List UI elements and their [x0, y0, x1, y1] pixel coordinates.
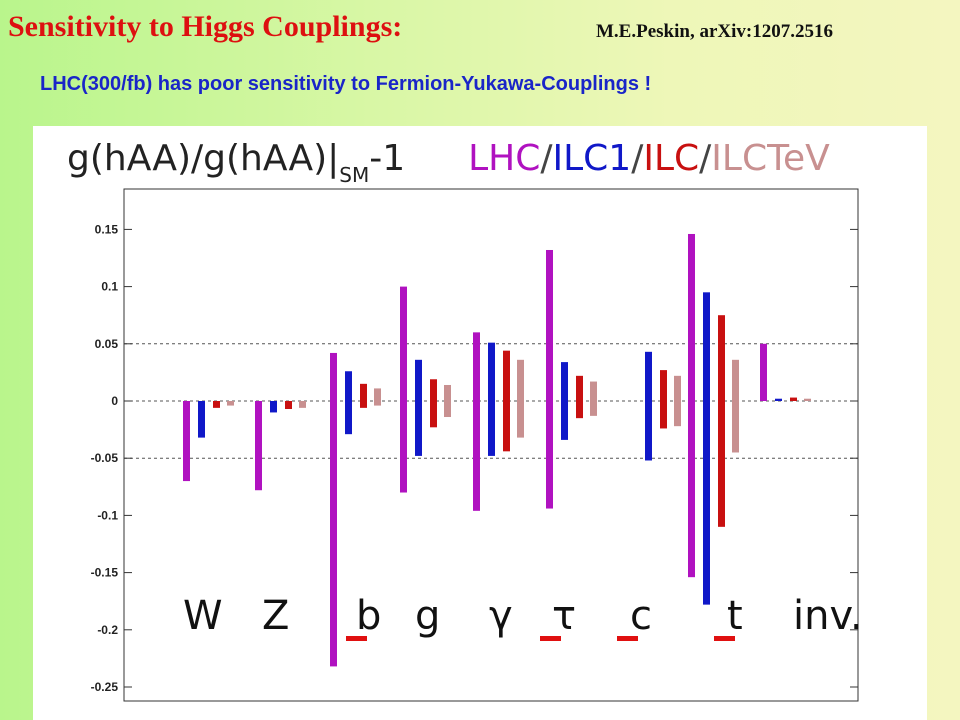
bar-lhc: [255, 401, 262, 491]
legend-separator: /: [631, 138, 644, 179]
chart-heading: g(hAA)/g(hAA)|SM-1 LHC/ILC1/ILC/ILCTeV: [67, 138, 830, 186]
bar-ilc: [360, 383, 367, 408]
bar-lhc: [400, 286, 407, 493]
y-tick-label: 0.1: [101, 280, 118, 294]
legend-label-ilc: ILC: [643, 138, 700, 179]
y-tick-label: -0.25: [91, 680, 119, 694]
bar-ilctev: [804, 398, 811, 401]
category-label: c: [630, 593, 652, 639]
y-tick-label: 0.15: [95, 222, 119, 236]
bar-ilc1: [703, 292, 710, 605]
category-label: inv.: [793, 593, 863, 639]
bar-ilctev: [299, 401, 306, 408]
highlight-marker: [714, 636, 735, 641]
bar-ilc1: [775, 398, 782, 401]
category-label: Z: [262, 593, 289, 639]
bar-lhc: [473, 332, 480, 511]
bar-lhc: [330, 352, 337, 667]
category-label: W: [183, 593, 223, 639]
category-label: τ: [552, 593, 576, 639]
bar-lhc: [183, 401, 190, 482]
bar-lhc: [760, 343, 767, 401]
bar-ilctev: [227, 401, 234, 406]
bar-ilc: [718, 315, 725, 527]
bar-ilc1: [488, 342, 495, 456]
bar-ilctev: [374, 388, 381, 406]
bar-ilc: [430, 379, 437, 428]
y-tick-label: -0.05: [91, 451, 119, 465]
bar-ilc1: [198, 401, 205, 438]
bar-lhc: [546, 249, 553, 509]
category-label: b: [356, 593, 381, 639]
category-label: t: [727, 593, 743, 639]
bar-ilc: [503, 350, 510, 452]
category-label: g: [415, 593, 440, 639]
bar-ilctev: [517, 359, 524, 438]
highlight-marker: [540, 636, 561, 641]
bar-ilc: [790, 397, 797, 401]
highlight-marker: [617, 636, 638, 641]
category-label: γ: [489, 593, 513, 639]
bar-ilc1: [270, 401, 277, 413]
chart-heading-suffix: -1: [369, 138, 406, 179]
bar-ilc: [213, 401, 220, 408]
bar-ilc: [576, 375, 583, 419]
bar-ilc1: [561, 362, 568, 440]
title-row: Sensitivity to Higgs Couplings: M.E.Pesk…: [8, 10, 953, 50]
legend-label-ilctev: ILCTeV: [711, 138, 830, 179]
slide-subtitle: LHC(300/fb) has poor sensitivity to Ferm…: [40, 73, 652, 95]
y-tick-label: 0.05: [95, 337, 119, 351]
bar-lhc: [688, 233, 695, 578]
legend-label-lhc: LHC: [468, 138, 541, 179]
y-tick-label: 0: [111, 394, 118, 408]
bar-ilc1: [415, 359, 422, 456]
bar-ilc: [285, 401, 292, 410]
bar-ilctev: [444, 384, 451, 418]
highlight-marker: [346, 636, 367, 641]
slide-title: Sensitivity to Higgs Couplings:: [8, 10, 403, 43]
bar-ilc1: [645, 351, 652, 461]
legend-separator: /: [540, 138, 553, 179]
bar-ilctev: [732, 359, 739, 453]
chart-heading-ratio: g(hAA)/g(hAA)|: [67, 138, 340, 179]
legend-separator: /: [699, 138, 712, 179]
y-tick-label: -0.15: [91, 566, 119, 580]
legend-label-ilc1: ILC1: [552, 138, 632, 179]
citation: M.E.Peskin, arXiv:1207.2516: [596, 21, 833, 42]
bar-ilc1: [345, 371, 352, 435]
y-tick-label: -0.1: [97, 508, 118, 522]
bar-ilctev: [674, 375, 681, 427]
bar-ilc: [660, 370, 667, 429]
chart-panel: g(hAA)/g(hAA)|SM-1 LHC/ILC1/ILC/ILCTeV 0…: [33, 126, 927, 720]
bar-ilctev: [590, 381, 597, 416]
plot-frame: [123, 188, 859, 702]
y-tick-label: -0.2: [97, 623, 118, 637]
chart-heading-subscript: SM: [339, 163, 370, 187]
